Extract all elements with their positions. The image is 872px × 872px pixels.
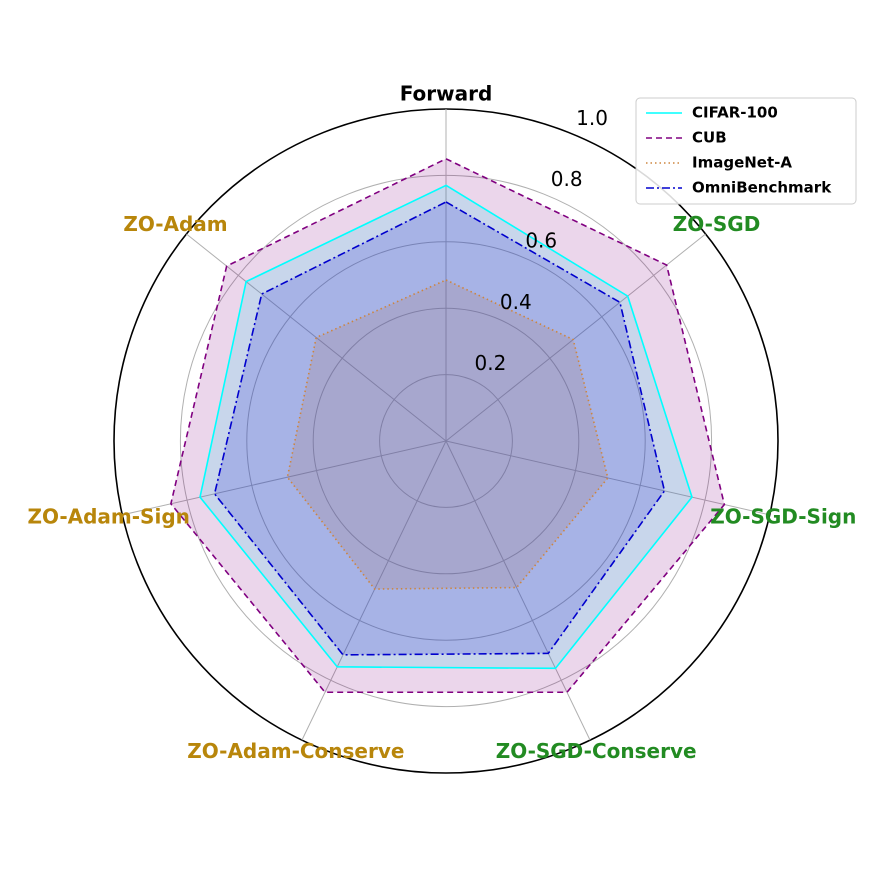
legend-label: OmniBenchmark [692,179,832,197]
spoke [445,440,770,516]
legend-label: CIFAR-100 [692,104,778,122]
series-line [199,184,693,670]
legend-box [635,97,857,205]
series-area [287,279,608,590]
r-tick-label: 0.4 [500,290,532,314]
spoke [445,440,591,741]
category-label: ZO-Adam [123,212,227,236]
spoke [186,233,447,442]
series-area [170,158,725,693]
r-tick-label: 0.6 [525,228,557,252]
r-tick-label: 0.2 [475,351,507,375]
spoke [301,440,447,741]
series-line [286,279,609,590]
category-label: ZO-Adam-Sign [27,504,189,528]
category-label: ZO-Adam-Conserve [187,739,404,763]
series-area [214,201,665,655]
series-line [170,157,726,694]
category-label: ZO-SGD-Sign [710,504,856,528]
category-label: ZO-SGD [673,212,761,236]
category-label: Forward [400,82,493,106]
category-label: ZO-SGD-Conserve [496,739,697,763]
legend-label: ImageNet-A [692,154,792,172]
legend-label: CUB [692,129,727,147]
r-tick-label: 1.0 [576,106,608,130]
spoke [122,440,447,516]
series-area [200,185,692,669]
spoke [445,233,706,442]
r-tick-label: 0.8 [551,167,583,191]
